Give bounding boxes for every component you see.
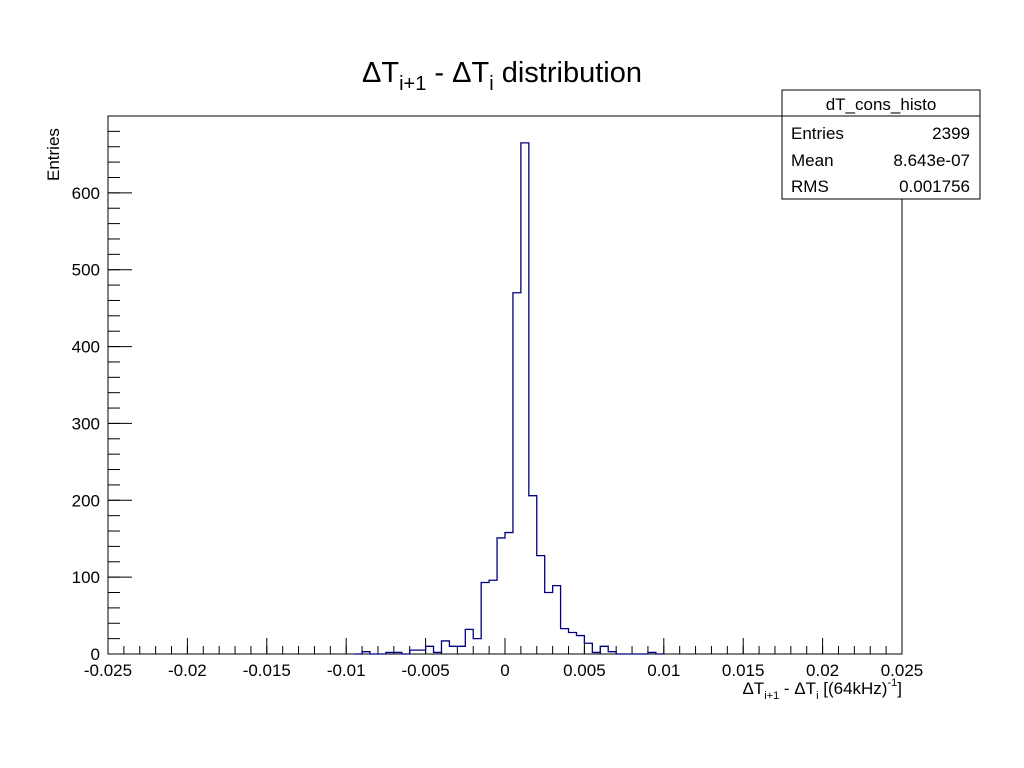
x-axis-label-base: ΔT bbox=[742, 679, 764, 698]
y-axis-label: Entries bbox=[44, 128, 63, 181]
stats-mean-value: 8.643e-07 bbox=[893, 151, 970, 170]
x-axis-label-mid: - ΔT bbox=[779, 679, 816, 698]
x-axis-label-sup: -1 bbox=[887, 677, 897, 689]
y-tick-label: 200 bbox=[72, 491, 100, 510]
x-axis-label-sub1: i+1 bbox=[764, 690, 779, 702]
stats-box-frame bbox=[781, 89, 981, 200]
x-axis-label: ΔTi+1 - ΔTi [(64kHz)-1] bbox=[742, 677, 902, 702]
x-axis-label-end: ] bbox=[897, 679, 902, 698]
stats-box: dT_cons_histo Entries 2399 Mean 8.643e-0… bbox=[781, 89, 981, 200]
y-tick-label: 600 bbox=[72, 184, 100, 203]
stats-rms-label: RMS bbox=[791, 177, 829, 196]
chart-title-mid: - ΔT bbox=[426, 57, 489, 89]
tick-labels: -0.025 -0.02 -0.015 -0.01 -0.005 0 0.005 0.01 0.… bbox=[72, 184, 924, 680]
y-tick-label: 100 bbox=[72, 568, 100, 587]
chart-title-sub1: i+1 bbox=[399, 73, 426, 95]
stats-mean-label: Mean bbox=[791, 151, 834, 170]
x-axis-label-sub2: i bbox=[816, 690, 818, 702]
chart-title: ΔTi+1 - ΔTi distribution bbox=[362, 57, 642, 95]
x-tick-label: 0.02 bbox=[806, 661, 839, 680]
histogram-line bbox=[354, 142, 664, 655]
x-tick-label: 0.005 bbox=[563, 661, 606, 680]
x-tick-label: -0.015 bbox=[243, 661, 291, 680]
x-tick-label: -0.025 bbox=[84, 661, 132, 680]
chart-title-base: ΔT bbox=[362, 57, 399, 89]
x-tick-label: 0 bbox=[500, 661, 509, 680]
y-tick-label: 0 bbox=[91, 645, 100, 664]
x-tick-label: 0.015 bbox=[722, 661, 765, 680]
y-tick-label: 500 bbox=[72, 261, 100, 280]
x-axis-label-tail: [(64kHz) bbox=[819, 679, 888, 698]
y-tick-label: 400 bbox=[72, 338, 100, 357]
stats-rms-value: 0.001756 bbox=[899, 177, 970, 196]
stats-box-title: dT_cons_histo bbox=[826, 95, 937, 114]
stats-entries-label: Entries bbox=[791, 124, 844, 143]
x-tick-label: -0.01 bbox=[327, 661, 366, 680]
x-tick-label: -0.005 bbox=[401, 661, 449, 680]
x-tick-label: 0.01 bbox=[647, 661, 680, 680]
x-tick-label: -0.02 bbox=[168, 661, 207, 680]
x-tick-label: 0.025 bbox=[881, 661, 924, 680]
y-tick-label: 300 bbox=[72, 414, 100, 433]
stats-entries-value: 2399 bbox=[932, 124, 970, 143]
chart-title-sub2: i bbox=[489, 73, 493, 95]
chart-title-tail: distribution bbox=[494, 57, 642, 89]
